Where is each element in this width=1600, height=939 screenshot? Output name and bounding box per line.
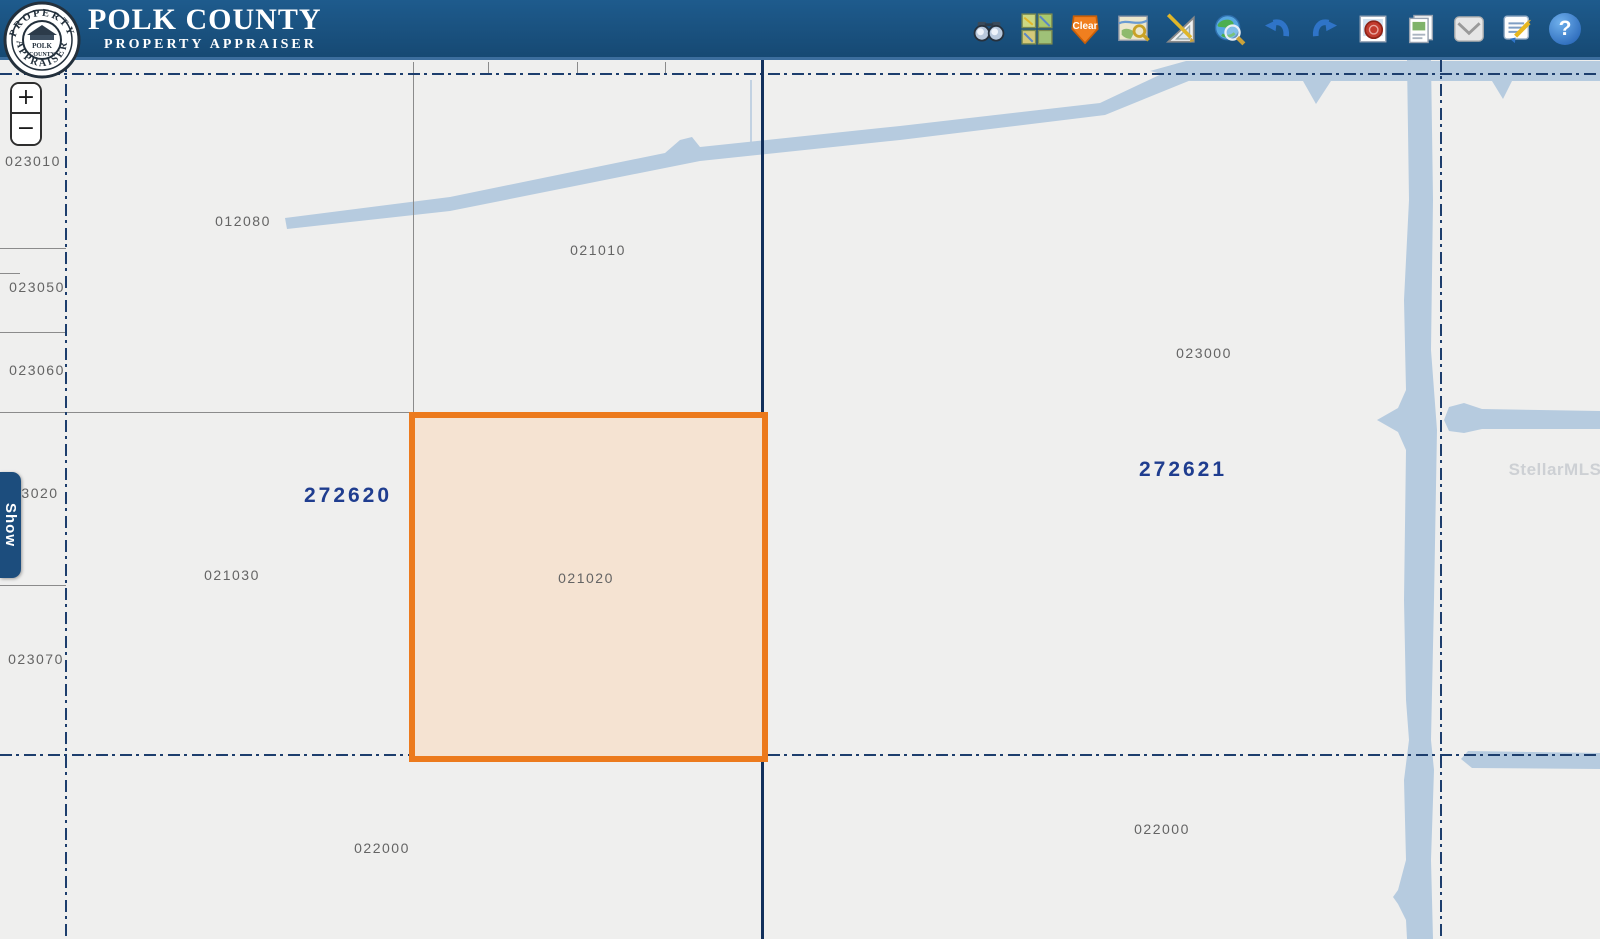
map-layers-button[interactable] bbox=[1018, 9, 1056, 49]
show-panel-tab[interactable]: Show bbox=[0, 472, 21, 578]
river-polygon bbox=[1377, 60, 1437, 939]
zoom-control: + − bbox=[10, 82, 42, 146]
watermark: StellarMLS bbox=[1508, 460, 1600, 479]
locate-on-map-button[interactable] bbox=[1114, 9, 1152, 49]
parcel-label: 021010 bbox=[570, 242, 626, 258]
undo-button[interactable] bbox=[1258, 9, 1296, 49]
clear-icon bbox=[1071, 14, 1099, 44]
boundary-tick bbox=[665, 62, 666, 74]
top-water-band bbox=[1150, 61, 1600, 81]
parcel-label: 022000 bbox=[354, 840, 410, 856]
photo-stamp-button[interactable] bbox=[1354, 9, 1392, 49]
parcel-label: 023050 bbox=[9, 279, 65, 295]
parcel-line-horizontal bbox=[0, 585, 66, 586]
township-label: 272620 bbox=[303, 484, 393, 507]
undo-icon bbox=[1264, 18, 1290, 36]
section-line-left bbox=[65, 60, 67, 939]
parcel-line-vertical bbox=[413, 62, 414, 412]
parcel-label: 023000 bbox=[1176, 345, 1232, 361]
page-subtitle: PROPERTY APPRAISER bbox=[104, 37, 317, 53]
parcel-label: 023070 bbox=[8, 651, 64, 667]
svg-text:POLK: POLK bbox=[32, 42, 52, 50]
app-titles: POLK COUNTY PROPERTY APPRAISER bbox=[88, 4, 322, 54]
stream-polygon bbox=[285, 63, 1196, 229]
section-line-right bbox=[1440, 60, 1442, 939]
parcel-label: 012080 bbox=[215, 213, 271, 229]
measure-tools-button[interactable] bbox=[1162, 9, 1200, 49]
river-branch-upper bbox=[1444, 403, 1600, 433]
photo-stamp-icon bbox=[1359, 15, 1387, 42]
search-binoculars-button[interactable] bbox=[970, 9, 1008, 49]
zoom-out-button[interactable]: − bbox=[12, 114, 40, 144]
notes-button[interactable] bbox=[1498, 9, 1536, 49]
parcel-line-horizontal bbox=[0, 273, 20, 274]
parcel-label: 023010 bbox=[5, 153, 61, 169]
map-layers-icon bbox=[1021, 12, 1053, 45]
app-header: POLK COUNTY PROPERTY APPRAISER bbox=[0, 0, 1600, 79]
county-seal-logo: PROPERTY APPRAISER POLK COUNTY bbox=[3, 1, 81, 79]
zoom-search-button[interactable] bbox=[1210, 9, 1248, 49]
parcel-label: 021020 bbox=[558, 570, 614, 586]
page-title: POLK COUNTY bbox=[88, 2, 322, 36]
parcel-label: 021030 bbox=[204, 567, 260, 583]
boundary-tick bbox=[488, 62, 489, 74]
locate-map-icon bbox=[1118, 15, 1150, 42]
binoculars-icon bbox=[973, 21, 1005, 42]
svg-text:COUNTY: COUNTY bbox=[29, 52, 56, 58]
measure-icon bbox=[1165, 13, 1195, 43]
email-icon bbox=[1454, 15, 1484, 42]
parcel-label: 022000 bbox=[1134, 821, 1190, 837]
reports-icon bbox=[1408, 14, 1434, 43]
section-line-center-lower bbox=[761, 758, 764, 939]
main-toolbar: Clear bbox=[970, 9, 1584, 49]
parcel-label: 023060 bbox=[9, 362, 65, 378]
section-line-bottom bbox=[0, 754, 1600, 756]
redo-button[interactable] bbox=[1306, 9, 1344, 49]
email-button[interactable] bbox=[1450, 9, 1488, 49]
township-label: 272621 bbox=[1138, 458, 1228, 481]
boundary-tick bbox=[577, 62, 578, 74]
notes-icon bbox=[1503, 15, 1532, 43]
help-button[interactable]: ? bbox=[1546, 9, 1584, 49]
help-icon: ? bbox=[1549, 12, 1581, 45]
reports-button[interactable] bbox=[1402, 9, 1440, 49]
redo-icon bbox=[1312, 18, 1338, 36]
parcel-line-horizontal bbox=[0, 332, 66, 333]
clear-selection-button[interactable]: Clear bbox=[1066, 9, 1104, 49]
section-line-center-upper bbox=[761, 60, 764, 412]
parcel-label: 3020 bbox=[21, 485, 59, 501]
selected-parcel-highlight[interactable] bbox=[409, 412, 768, 762]
parcel-line-horizontal bbox=[0, 248, 66, 249]
parcel-line-horizontal bbox=[0, 412, 411, 413]
zoom-globe-icon bbox=[1214, 14, 1246, 45]
zoom-in-button[interactable]: + bbox=[12, 84, 40, 114]
section-line-top bbox=[0, 73, 1600, 75]
